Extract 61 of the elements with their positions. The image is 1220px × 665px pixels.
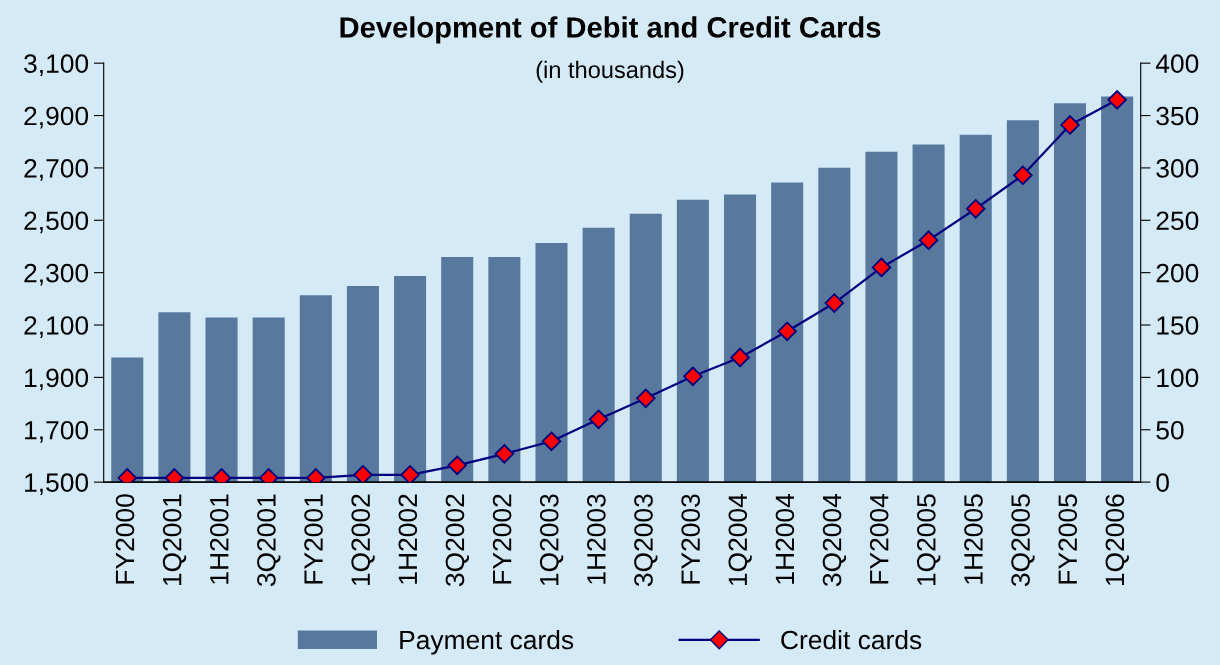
point bbox=[918, 230, 939, 250]
y-tick-label: 2,300 bbox=[24, 263, 89, 286]
x-tick-label: 3Q2002 bbox=[445, 494, 470, 587]
x-tick-label: 1H2002 bbox=[398, 494, 418, 584]
x-tick-label: FY2005 bbox=[1058, 494, 1078, 584]
x-tick-label: 1H2004 bbox=[775, 494, 795, 584]
point bbox=[1013, 165, 1033, 185]
x-tick-label: 1Q2002 bbox=[351, 494, 375, 586]
point bbox=[871, 257, 892, 278]
x-tick-label: 3Q2001 bbox=[257, 494, 281, 587]
legend-label: Credit cards bbox=[781, 629, 922, 650]
x-tick-label: 1H2001 bbox=[209, 494, 229, 584]
point bbox=[636, 388, 656, 409]
x-tick-label: 3Q2004 bbox=[822, 494, 847, 587]
y-tick-label: 2,700 bbox=[24, 159, 89, 181]
x-tick-label: FY2004 bbox=[869, 494, 889, 584]
y2-tick-label: 150 bbox=[1157, 316, 1199, 335]
point bbox=[400, 465, 420, 483]
y2-tick-label: 350 bbox=[1156, 106, 1199, 126]
x-tick-label: 3Q2005 bbox=[1011, 494, 1035, 587]
x-tick-label: 3Q2003 bbox=[634, 494, 658, 587]
x-tick-label: 1Q2005 bbox=[916, 494, 941, 586]
x-tick-label: FY2000 bbox=[115, 494, 135, 584]
y-tick-label: 2,100 bbox=[24, 316, 89, 338]
y-tick-label: 2,500 bbox=[24, 211, 89, 234]
chart-subtitle: (in thousands) bbox=[536, 60, 684, 83]
point bbox=[541, 431, 562, 452]
y2-tick-label: 250 bbox=[1156, 211, 1199, 231]
point bbox=[588, 409, 609, 430]
y2-tick-label: 100 bbox=[1157, 368, 1199, 388]
x-tick-label: FY2002 bbox=[492, 494, 512, 584]
x-tick-label: 1Q2003 bbox=[539, 494, 564, 586]
point bbox=[824, 293, 845, 313]
y-tick-label: 1,700 bbox=[25, 420, 89, 443]
point bbox=[777, 321, 797, 342]
point bbox=[447, 455, 467, 476]
y2-tick-label: 0 bbox=[1156, 473, 1169, 492]
y-tick-label: 2,900 bbox=[24, 106, 89, 129]
x-tick-label: 1H2003 bbox=[587, 494, 606, 584]
point bbox=[494, 444, 515, 464]
x-tick-label: 1Q2006 bbox=[1105, 494, 1129, 586]
point bbox=[965, 199, 986, 219]
point bbox=[1107, 90, 1127, 110]
y2-tick-label: 200 bbox=[1156, 263, 1199, 283]
x-tick-label: 1H2005 bbox=[964, 494, 983, 584]
point bbox=[683, 366, 703, 387]
y2-tick-label: 50 bbox=[1156, 420, 1184, 440]
x-tick-label: FY2001 bbox=[304, 494, 323, 584]
point bbox=[730, 347, 750, 368]
point bbox=[1060, 115, 1080, 135]
legend-label: Payment cards bbox=[400, 629, 574, 655]
point bbox=[353, 465, 373, 483]
x-tick-label: 1Q2001 bbox=[162, 494, 187, 586]
y2-tick-label: 300 bbox=[1156, 159, 1199, 178]
chart-title: Development of Debit and Credit Cards bbox=[340, 16, 881, 44]
y-tick-label: 1,500 bbox=[25, 473, 89, 496]
y-tick-label: 3,100 bbox=[24, 54, 89, 77]
x-tick-label: FY2003 bbox=[681, 494, 700, 584]
y-tick-label: 1,900 bbox=[25, 368, 89, 391]
y2-tick-label: 400 bbox=[1155, 54, 1199, 73]
x-tick-label: 1Q2004 bbox=[728, 494, 752, 586]
